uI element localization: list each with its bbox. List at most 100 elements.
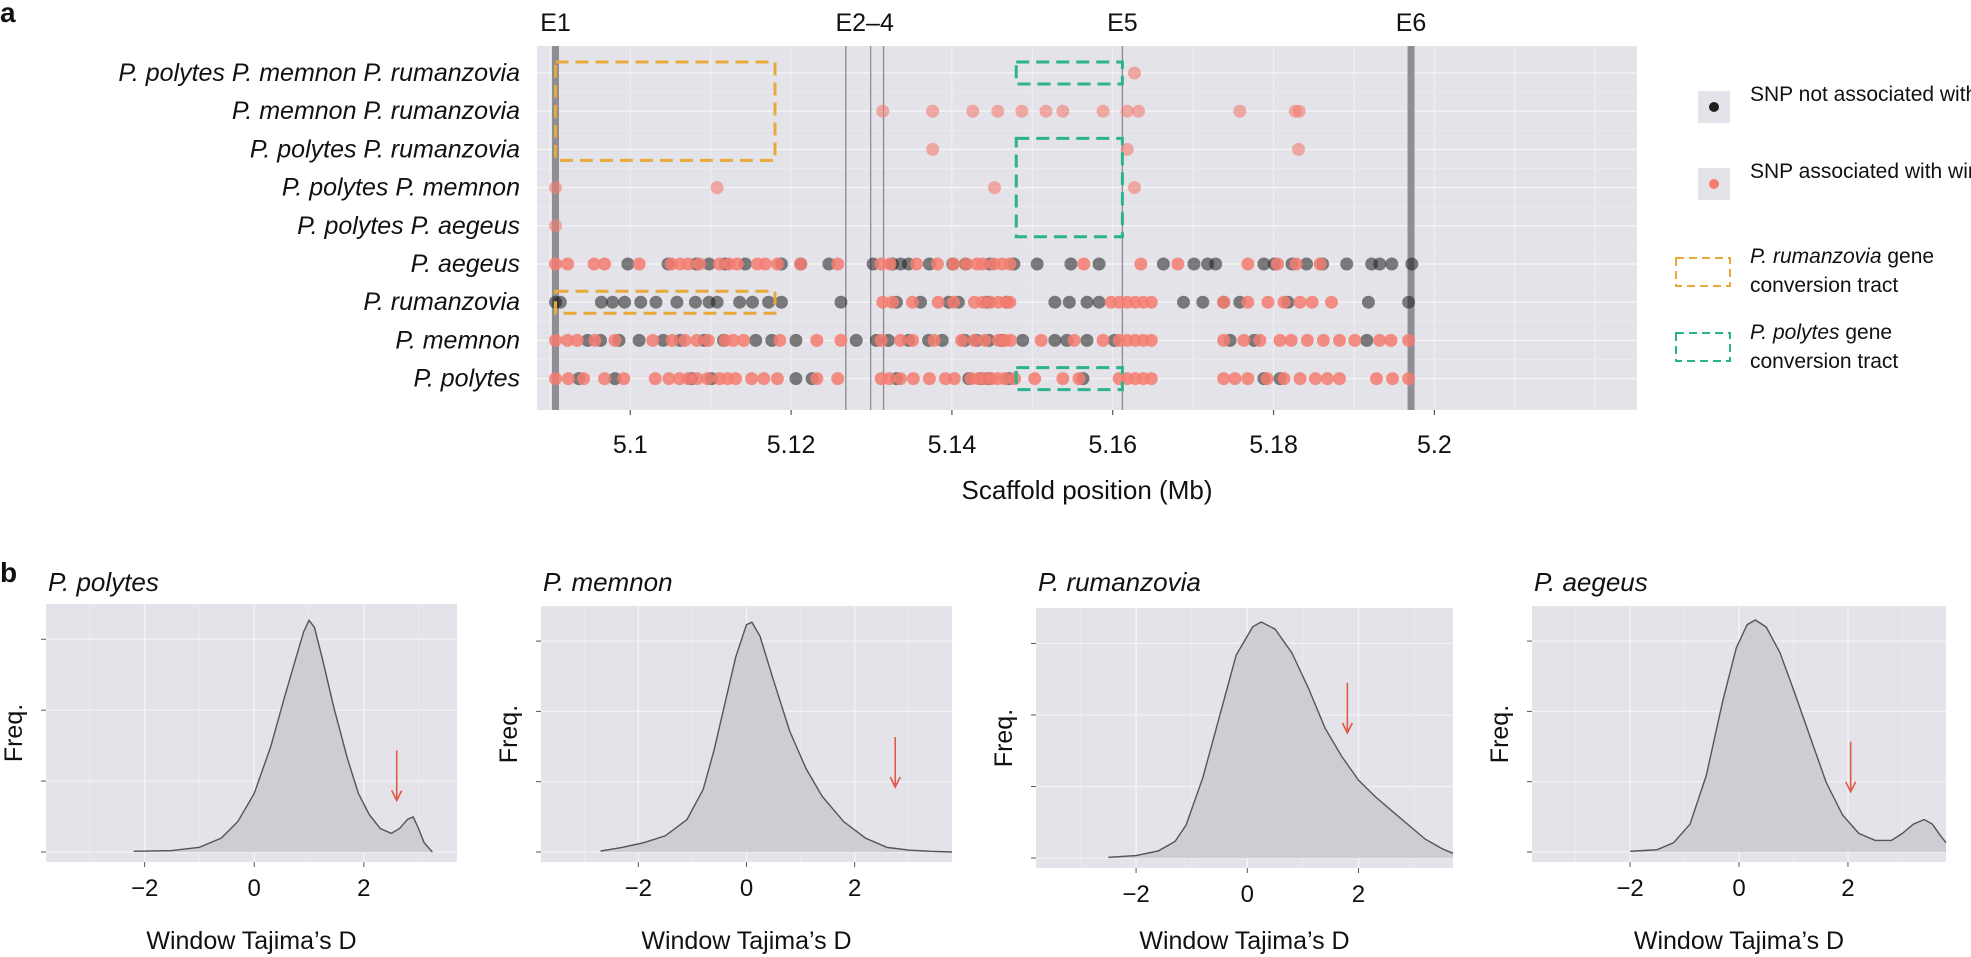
- snp-associated-point: [730, 257, 744, 271]
- snp-associated-point: [1253, 333, 1267, 347]
- snp-not-associated-point: [1187, 257, 1201, 271]
- density-panel-title: P. polytes: [48, 567, 159, 597]
- snp-not-associated-point: [1062, 295, 1076, 309]
- snp-associated-point: [665, 333, 679, 347]
- snp-not-associated-point: [553, 295, 567, 309]
- snp-not-associated-point: [1080, 295, 1094, 309]
- legend: SNP not associated with wing pattern SNP…: [1675, 83, 1971, 373]
- snp-associated-point: [1144, 295, 1158, 309]
- snp-associated-point: [1217, 372, 1231, 386]
- snp-associated-point: [1241, 295, 1255, 309]
- density-y-axis-label: Freq.: [990, 709, 1018, 767]
- snp-associated-point: [1056, 104, 1070, 118]
- snp-associated-point: [910, 257, 924, 271]
- snp-associated-point: [1293, 372, 1307, 386]
- snp-associated-point: [662, 372, 676, 386]
- snp-not-associated-point: [1176, 295, 1190, 309]
- x-axis-label: Scaffold position (Mb): [962, 475, 1213, 505]
- snp-associated-point: [548, 219, 562, 233]
- snp-associated-point: [1003, 295, 1017, 309]
- panel-b-label: b: [0, 557, 17, 588]
- legend-not-associated-label: SNP not associated with wing pattern: [1750, 83, 1971, 106]
- snp-associated-point: [548, 181, 562, 195]
- row-label: P. polytes P. memnon P. rumanzovia: [118, 59, 520, 87]
- exon-label: E2–4: [835, 9, 893, 37]
- snp-associated-point: [1120, 142, 1134, 156]
- snp-associated-point: [770, 372, 784, 386]
- snp-associated-point: [882, 372, 896, 386]
- snp-associated-point: [1039, 104, 1053, 118]
- snp-associated-point: [1373, 333, 1387, 347]
- snp-not-associated-point: [670, 295, 684, 309]
- density-area: [1108, 622, 1453, 858]
- row-label: P. polytes P. rumanzovia: [250, 135, 520, 163]
- density-curve: [600, 621, 953, 853]
- snp-associated-point: [648, 372, 662, 386]
- row-label: P. memnon P. rumanzovia: [232, 97, 520, 125]
- snp-associated-point: [885, 295, 899, 309]
- snp-not-associated-point: [789, 372, 803, 386]
- density-panel-title: P. rumanzovia: [1038, 567, 1201, 597]
- snp-associated-point: [998, 372, 1012, 386]
- snp-associated-point: [561, 257, 575, 271]
- snp-not-associated-point: [702, 257, 716, 271]
- snp-associated-point: [726, 333, 740, 347]
- snp-associated-point: [690, 333, 704, 347]
- snp-associated-point: [1284, 333, 1298, 347]
- legend-rumanzovia-gene: gene: [1882, 245, 1935, 268]
- snp-associated-point: [1332, 333, 1346, 347]
- density-x-tick-label: 2: [848, 875, 861, 902]
- snp-associated-point: [1386, 372, 1400, 386]
- legend-not-associated-text: SNP not associated with wing pattern: [1750, 83, 1971, 106]
- snp-associated-point: [1072, 372, 1086, 386]
- snp-associated-point: [883, 257, 897, 271]
- density-y-axis-label: Freq.: [1486, 705, 1514, 763]
- legend-rumanzovia-line2: conversion tract: [1750, 274, 1898, 297]
- snp-associated-point: [1067, 333, 1081, 347]
- legend-polytes-text: P. polytes gene: [1750, 321, 1892, 344]
- snp-not-associated-point: [1340, 257, 1354, 271]
- row-label: P. memnon: [395, 326, 520, 354]
- snp-associated-point: [893, 372, 907, 386]
- snp-associated-point: [1127, 181, 1141, 195]
- snp-associated-point: [757, 372, 771, 386]
- legend-polytes-line2: conversion tract: [1750, 350, 1898, 373]
- density-x-tick-label: −2: [1122, 881, 1149, 908]
- gene-conversion-tract: [1014, 366, 1124, 392]
- legend-rumanzovia-text: P. rumanzovia gene: [1750, 245, 1934, 268]
- snp-not-associated-point: [1156, 257, 1170, 271]
- snp-associated-point: [690, 372, 704, 386]
- snp-associated-point: [927, 333, 941, 347]
- density-panel-title: P. aegeus: [1534, 567, 1648, 597]
- snp-not-associated-point: [1064, 257, 1078, 271]
- snp-associated-point: [1134, 257, 1148, 271]
- snp-not-associated-point: [749, 333, 763, 347]
- snp-associated-point: [577, 372, 591, 386]
- legend-polytes-tract-key: [1675, 332, 1731, 362]
- snp-associated-point: [1369, 372, 1383, 386]
- density-x-axis-label: Window Tajima’s D: [146, 927, 356, 955]
- snp-associated-point: [608, 333, 622, 347]
- snp-not-associated-point: [1030, 257, 1044, 271]
- snp-associated-point: [1228, 372, 1242, 386]
- snp-associated-point: [876, 295, 890, 309]
- density-x-tick-label: 0: [1241, 881, 1254, 908]
- snp-associated-point: [876, 104, 890, 118]
- snp-associated-point: [931, 295, 945, 309]
- snp-not-associated-point: [762, 295, 776, 309]
- legend-associated-text: SNP associated with wing pattern: [1750, 160, 1971, 183]
- legend-polytes-gene: gene: [1840, 321, 1893, 344]
- snp-associated-point: [561, 333, 575, 347]
- conversion-tracts: [553, 60, 1124, 392]
- snp-associated-point: [1402, 372, 1416, 386]
- snp-associated-point: [770, 257, 784, 271]
- snp-associated-point: [831, 372, 845, 386]
- snp-associated-point: [893, 333, 907, 347]
- density-y-axis-label: Freq.: [0, 704, 28, 762]
- density-x-axis-label: Window Tajima’s D: [1634, 927, 1844, 955]
- density-x-tick-label: 0: [740, 875, 753, 902]
- snp-not-associated-point: [1300, 257, 1314, 271]
- snp-not-associated-point: [733, 295, 747, 309]
- snp-associated-point: [1120, 104, 1134, 118]
